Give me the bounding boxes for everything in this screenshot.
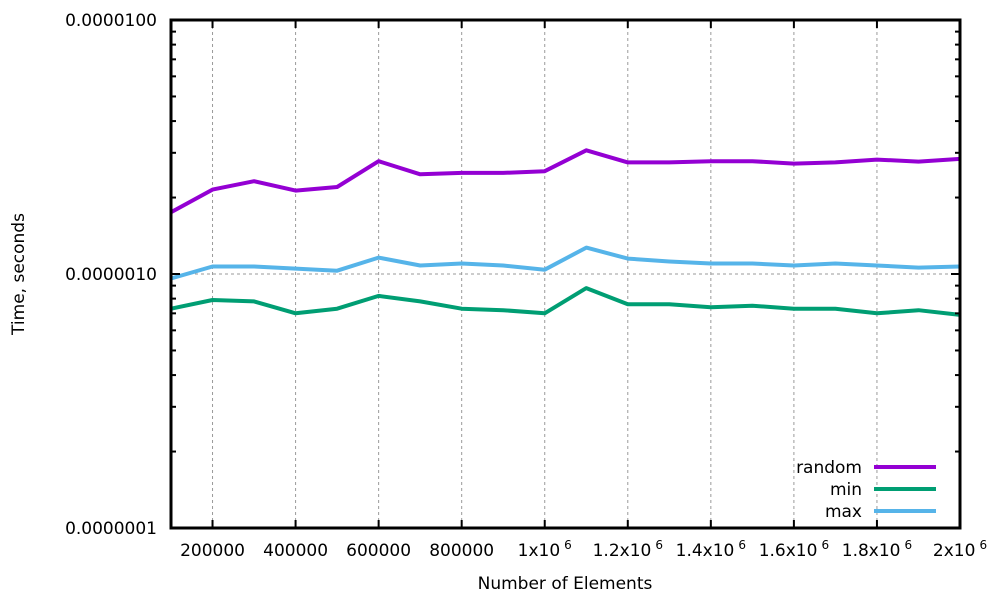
x-tick-label: 1.6x10 6 [759,538,829,561]
y-tick-label: 0.0000001 [65,519,157,539]
legend-label-min: min [830,480,862,500]
series-layer [170,148,961,317]
x-tick-labels: 200000 400000 600000 800000 1x10 6 1.2x10 6 1.4x… [180,538,987,561]
y-tick-label: 0.0000100 [65,11,157,31]
series-line-min [170,286,961,317]
x-tick-label: 200000 [180,541,245,561]
series-line-random [170,148,961,215]
y-tick-labels: 0.0000100 0.0000010 0.0000001 [65,11,157,539]
x-tick-label: 1.4x10 6 [676,538,746,561]
x-tick-label: 1x10 6 [518,538,572,561]
x-tick-label: 1.2x10 6 [593,538,663,561]
legend-label-max: max [825,502,862,522]
series-line-max [170,245,961,281]
y-tick-label: 0.0000010 [65,265,157,285]
x-tick-label: 800000 [429,541,494,561]
y-axis-label: Time, seconds [9,213,29,336]
x-tick-label: 2x10 6 [933,538,987,561]
x-tick-label: 1.8x10 6 [842,538,912,561]
grid-layer [171,20,960,528]
legend-label-random: random [796,458,862,478]
plot-frame [169,18,962,530]
tick-layer [171,19,961,529]
x-tick-label: 400000 [263,541,328,561]
x-tick-label: 600000 [346,541,411,561]
x-axis-label: Number of Elements [478,574,653,594]
